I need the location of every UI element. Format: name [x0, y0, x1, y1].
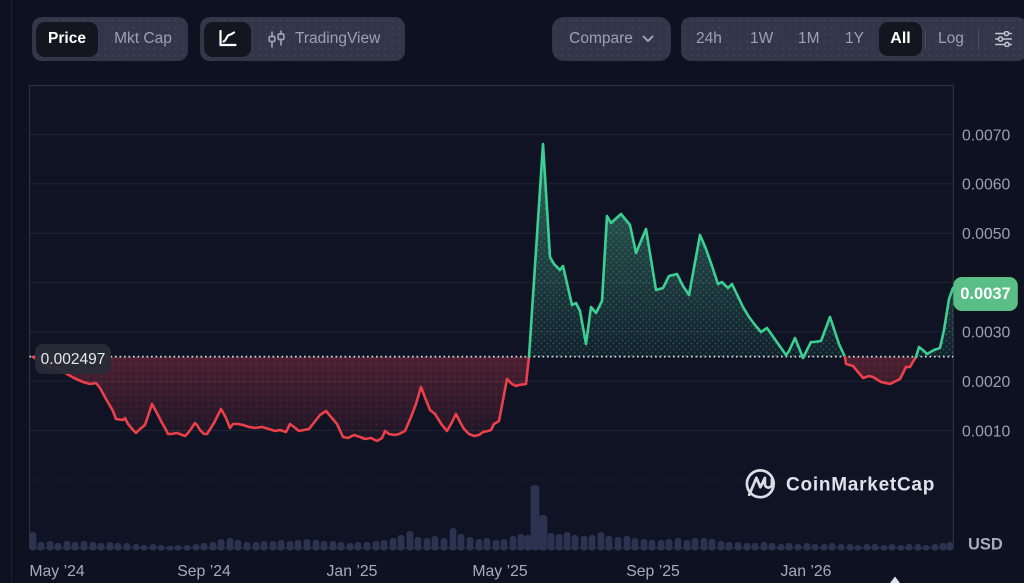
svg-text:CoinMarketCap: CoinMarketCap — [786, 475, 935, 496]
svg-text:0.0060: 0.0060 — [962, 177, 1011, 194]
svg-text:0.0070: 0.0070 — [962, 127, 1011, 144]
svg-text:0.0010: 0.0010 — [962, 423, 1011, 440]
svg-text:Sep ’24: Sep ’24 — [177, 563, 231, 580]
svg-text:May ’25: May ’25 — [472, 563, 528, 580]
svg-text:0.0020: 0.0020 — [962, 374, 1011, 391]
svg-text:May ’24: May ’24 — [29, 563, 85, 580]
svg-text:USD: USD — [968, 536, 1003, 554]
svg-text:Jan ’25: Jan ’25 — [327, 563, 378, 580]
svg-text:Jan ’26: Jan ’26 — [781, 563, 832, 580]
svg-text:0.0050: 0.0050 — [962, 226, 1011, 243]
svg-text:0.0030: 0.0030 — [962, 325, 1011, 342]
svg-text:Sep ’25: Sep ’25 — [626, 563, 680, 580]
svg-text:0.0037: 0.0037 — [960, 285, 1010, 303]
svg-text:0.002497: 0.002497 — [41, 351, 106, 368]
